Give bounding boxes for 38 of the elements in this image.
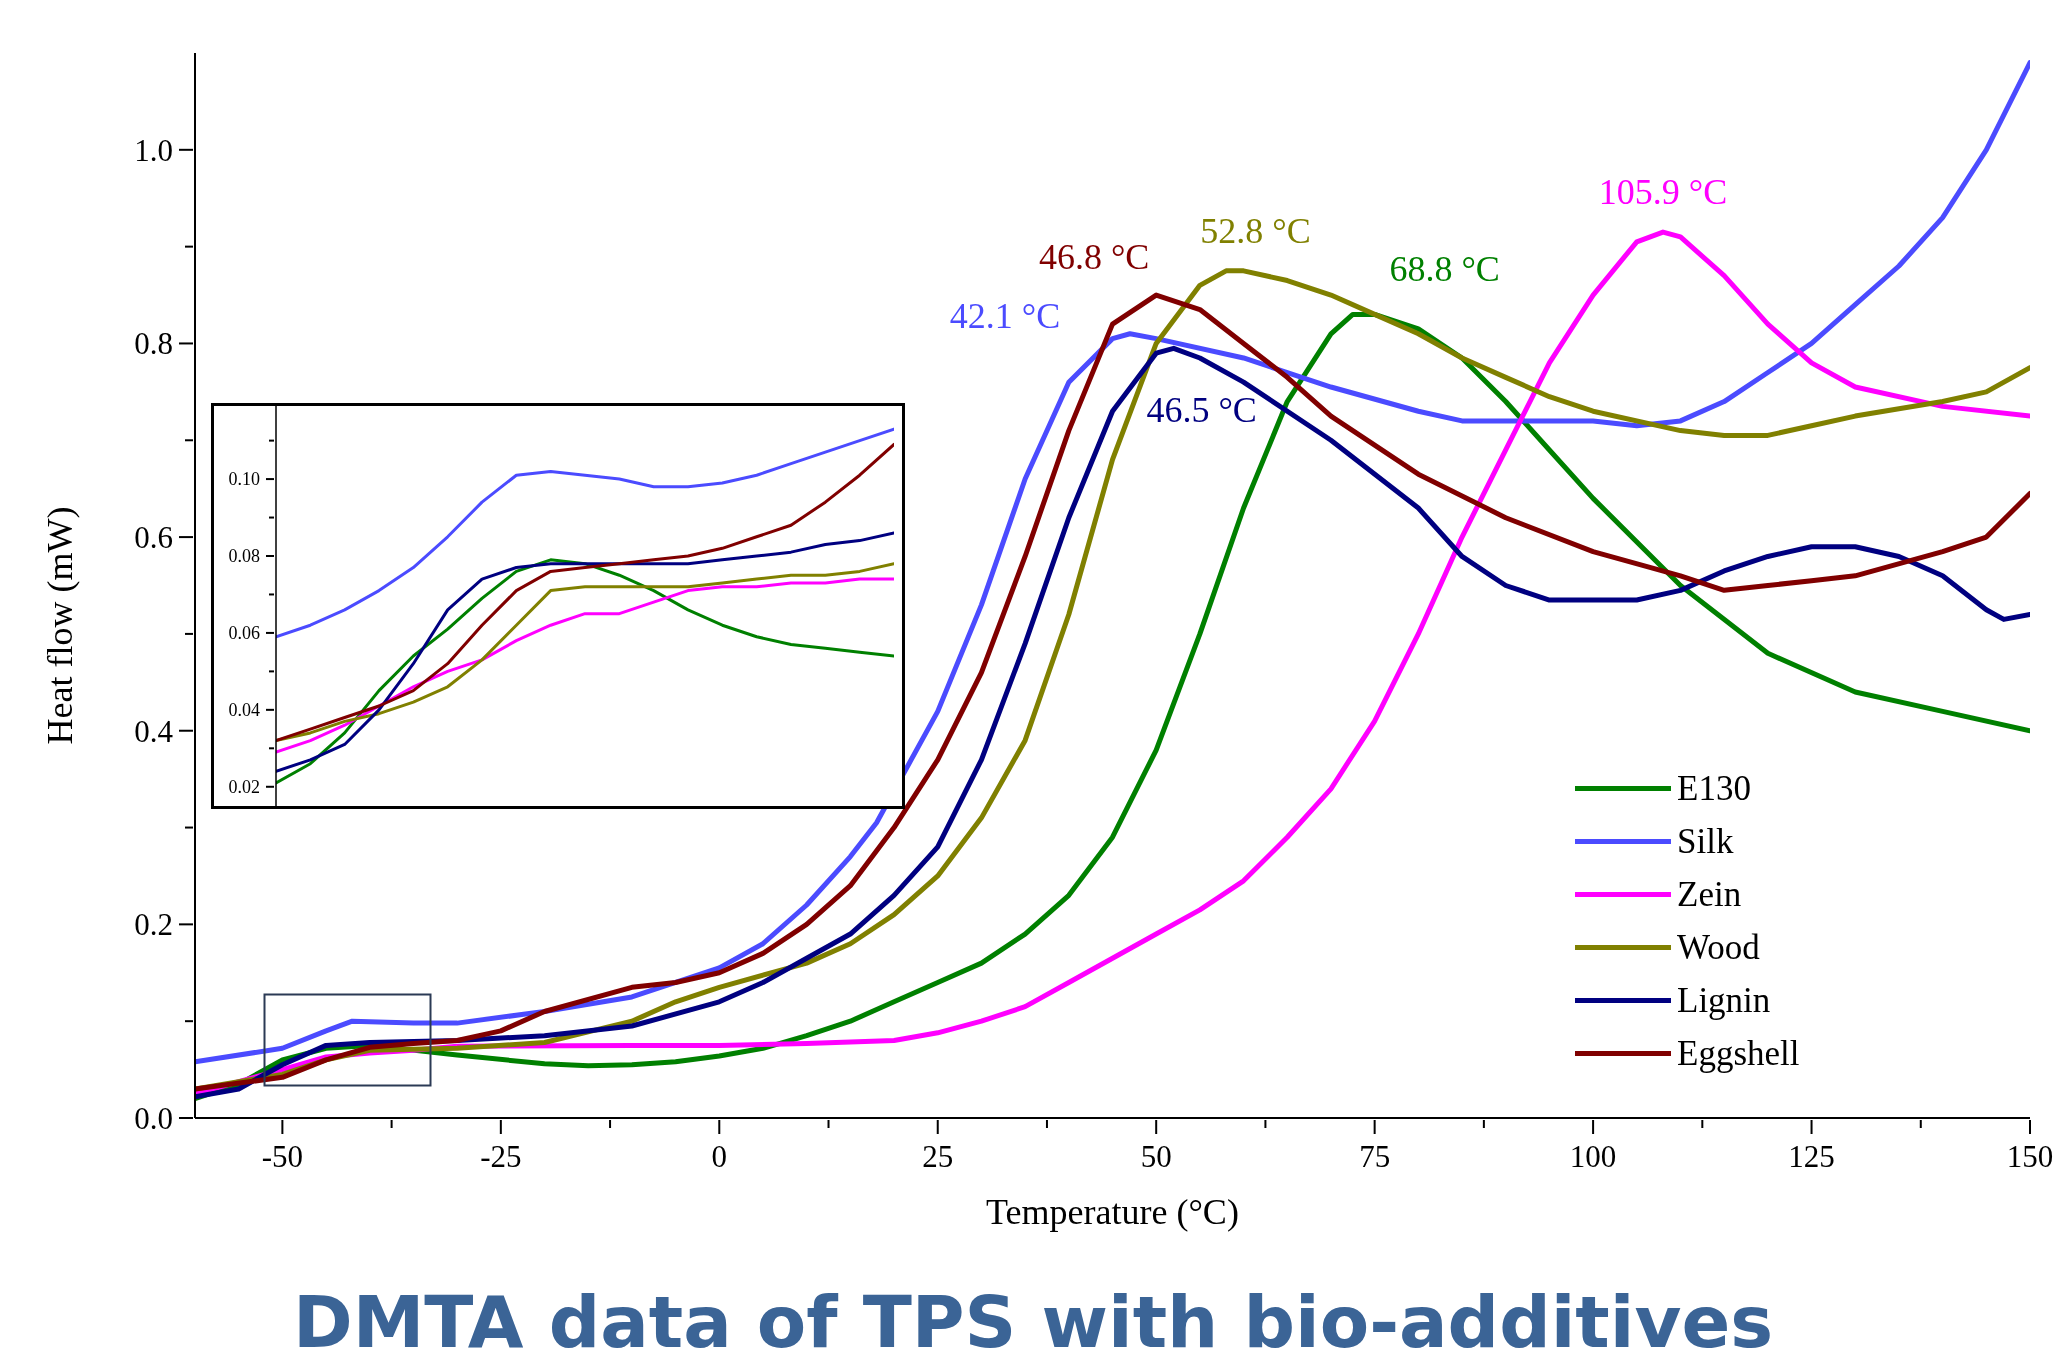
- legend-label: Wood: [1677, 927, 1760, 968]
- y-tick-label: 1.0: [134, 132, 173, 168]
- text: DMTA data of TPS with bio-additives: [291, 1280, 1775, 1364]
- x-tick-label: -25: [480, 1139, 522, 1174]
- legend-label: Eggshell: [1677, 1033, 1800, 1074]
- x-tick-label: -50: [261, 1139, 304, 1174]
- line-series: [276, 531, 894, 773]
- y-tick-label: 0.02: [228, 777, 260, 798]
- x-tick-label: 75: [1359, 1139, 1391, 1174]
- y-tick-label: 0.08: [228, 546, 260, 567]
- annotation: 68.8 °C: [1389, 249, 1500, 290]
- legend-label: Lignin: [1677, 980, 1771, 1021]
- annotation: 46.8 °C: [1038, 237, 1150, 278]
- legend-label: E130: [1677, 768, 1751, 809]
- x-axis-title: Temperature (°C): [986, 1192, 1239, 1232]
- x-tick-label: 150: [2006, 1139, 2054, 1174]
- legend-label: Zein: [1677, 874, 1742, 915]
- line-series: [276, 442, 894, 743]
- y-tick-label: 0.4: [134, 713, 174, 749]
- y-tick-label: 0.04: [228, 700, 260, 721]
- x-tick-label: 125: [1788, 1139, 1835, 1174]
- annotation: 105.9 °C: [1598, 172, 1728, 213]
- x-tick-label: 25: [922, 1139, 954, 1174]
- annotation: 52.8 °C: [1200, 210, 1311, 251]
- y-tick-label: 0.10: [228, 469, 260, 490]
- line-series: [276, 427, 894, 639]
- annotation: 46.5 °C: [1146, 390, 1257, 431]
- y-tick-label: 0.6: [134, 519, 173, 555]
- y-axis-title: Heat flow (mW): [40, 506, 80, 745]
- legend-label: Silk: [1677, 821, 1734, 862]
- x-tick-label: 0: [711, 1139, 728, 1174]
- x-tick-label: 100: [1569, 1139, 1617, 1174]
- x-tick-label: 50: [1140, 1139, 1172, 1174]
- y-tick-label: 0.2: [134, 907, 173, 943]
- annotation: 42.1 °C: [949, 295, 1061, 336]
- y-tick-label: 0.06: [228, 623, 260, 644]
- y-tick-label: 0.0: [134, 1100, 173, 1136]
- y-tick-label: 0.8: [134, 326, 173, 362]
